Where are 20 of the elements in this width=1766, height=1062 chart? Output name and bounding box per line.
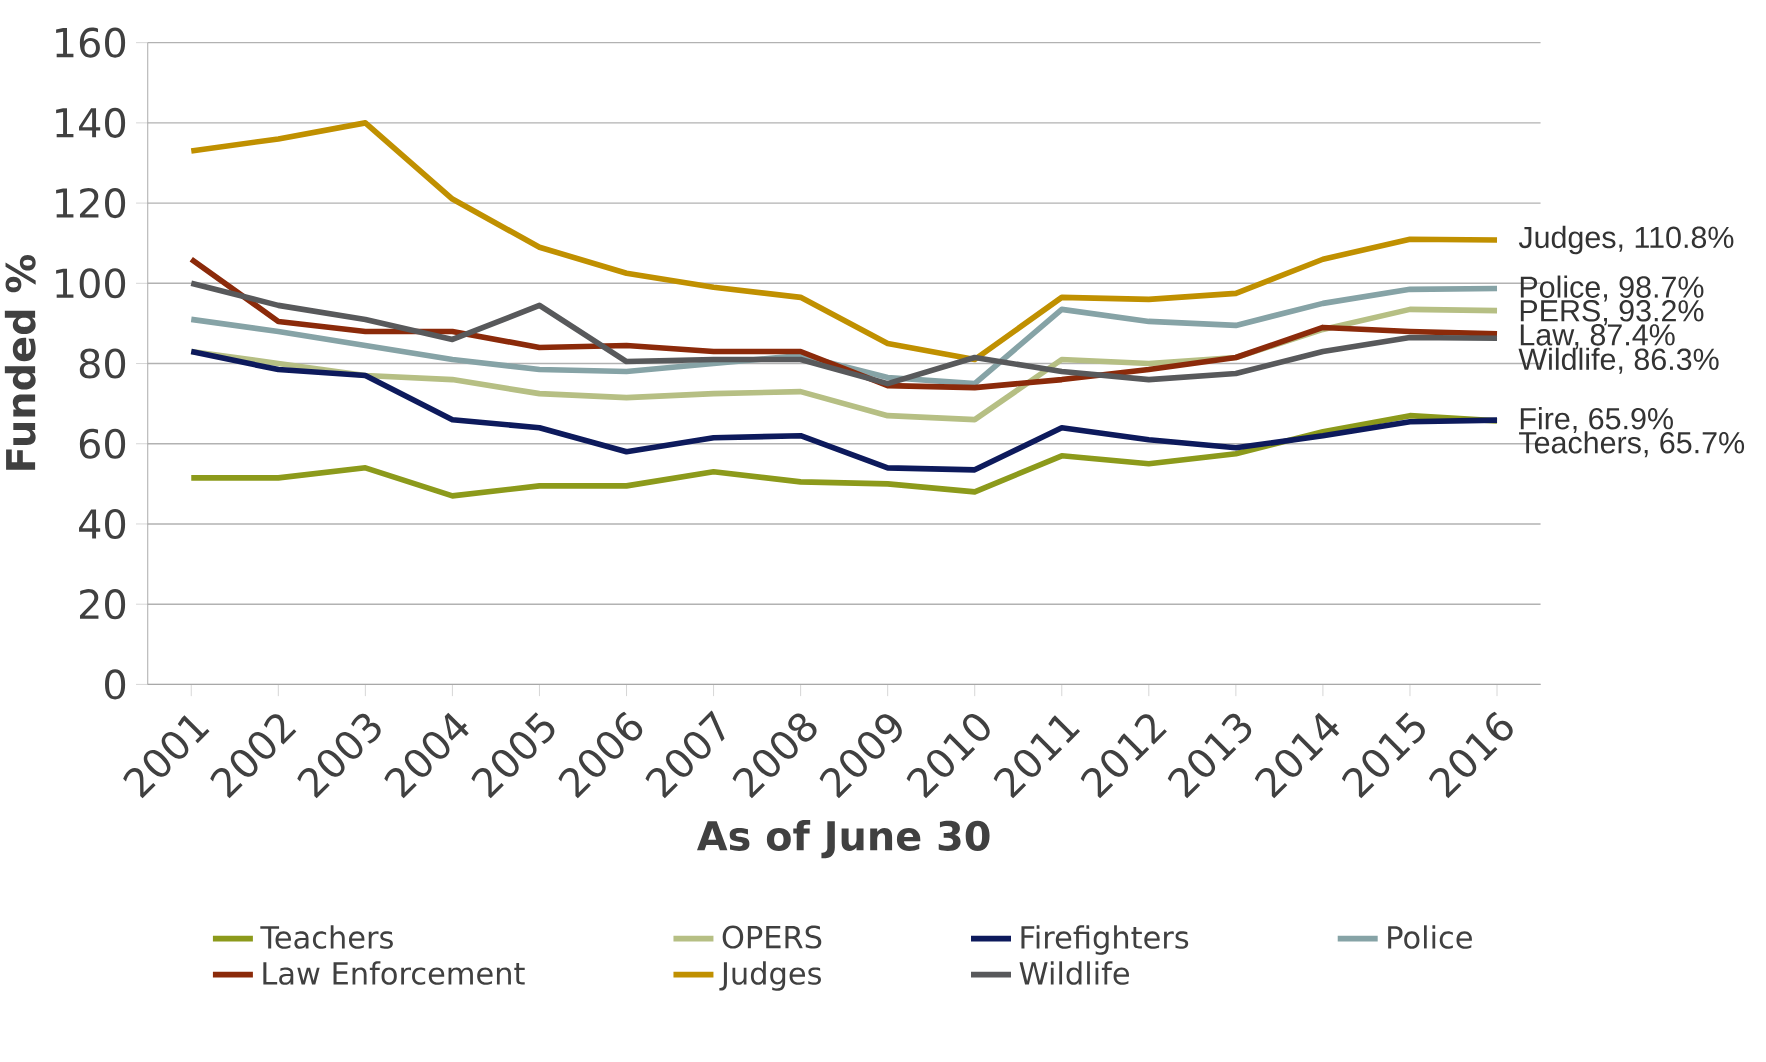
legend-label: Wildlife [1019, 961, 1129, 986]
legend-label: Teachers [260, 925, 393, 950]
y-tick-label: 100 [56, 268, 126, 299]
legend-label: Police [1388, 925, 1472, 950]
legend-label: Law Enforcement [263, 961, 525, 986]
x-axis-title: As of June 30 [696, 820, 990, 859]
y-tick-label: 0 [105, 669, 126, 700]
y-tick-label: 160 [56, 27, 126, 58]
y-tick-label: 140 [56, 108, 126, 139]
y-axis-title: Funded % [4, 255, 36, 470]
legend-label: Firefighters [1021, 925, 1189, 955]
legend-label: Judges [719, 961, 821, 991]
y-tick-label: 40 [79, 509, 126, 540]
legend-label: OPERS [722, 925, 822, 949]
y-tick-label: 20 [79, 589, 126, 620]
y-tick-label: 80 [79, 348, 126, 379]
annotation: Judges, 110.8% [1518, 225, 1734, 255]
y-tick-label: 60 [79, 428, 126, 459]
y-tick-label: 120 [56, 188, 126, 219]
annotation: Teachers, 65.7% [1519, 431, 1745, 458]
